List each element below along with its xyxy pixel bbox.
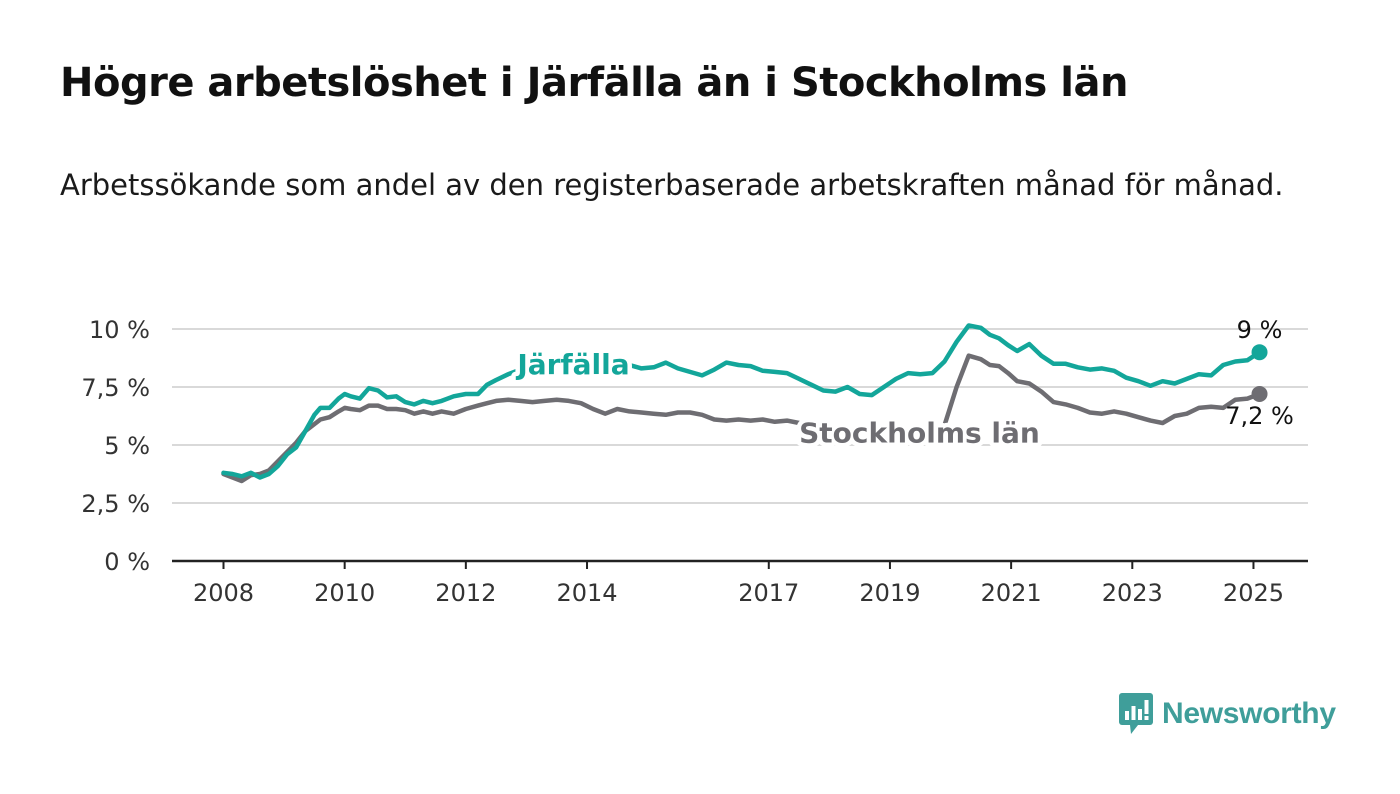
x-tick-label: 2010 (314, 579, 375, 607)
x-tick-label: 2012 (435, 579, 496, 607)
x-tick-label: 2021 (981, 579, 1042, 607)
x-tick-label: 2023 (1102, 579, 1163, 607)
series-label: Stockholms län (799, 416, 1040, 449)
series-label: Järfälla (515, 348, 629, 381)
chart-subtitle: Arbetssökande som andel av den registerb… (60, 168, 1284, 202)
x-tick-label: 2008 (193, 579, 254, 607)
end-value-label: 9 % (1237, 316, 1283, 344)
newsworthy-bar-chart-icon (1119, 693, 1153, 734)
y-tick-label: 7,5 % (81, 374, 150, 402)
x-tick-label: 2017 (738, 579, 799, 607)
end-value-label: 7,2 % (1225, 402, 1294, 430)
y-tick-label: 0 % (104, 548, 150, 576)
x-tick-label: 2019 (859, 579, 920, 607)
y-tick-label: 2,5 % (81, 490, 150, 518)
newsworthy-logo: Newsworthy (1118, 690, 1336, 738)
series-line-stockholms-lan (221, 353, 1262, 484)
x-tick-label: 2025 (1223, 579, 1284, 607)
series-end-point (1251, 344, 1268, 361)
x-tick-label: 2014 (556, 579, 617, 607)
y-tick-label: 10 % (89, 316, 150, 344)
line-chart: 0 % 2,5 % 5 % 7,5 % 10 % 2008 2010 2012 2014 2017… (81, 316, 1308, 607)
logo-text: Newsworthy (1162, 697, 1336, 730)
series-end-point (1251, 385, 1268, 402)
chart-title: Högre arbetslöshet i Järfälla än i Stock… (60, 60, 1128, 106)
series-line-jarfalla (221, 323, 1262, 480)
y-tick-label: 5 % (104, 432, 150, 460)
